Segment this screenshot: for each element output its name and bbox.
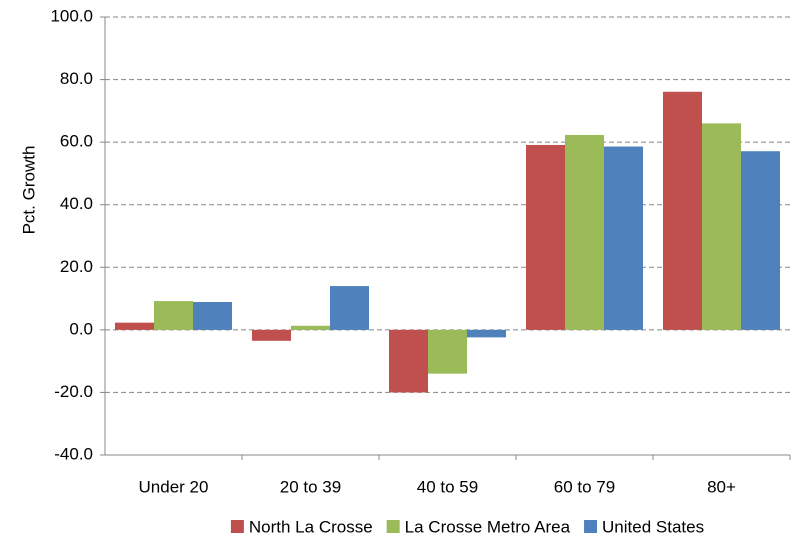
legend-swatch (230, 520, 244, 533)
y-tick-label: -40.0 (54, 444, 93, 463)
y-tick-label: 80.0 (60, 69, 93, 88)
legend-label: United States (602, 517, 704, 536)
legend-label: La Crosse Metro Area (405, 517, 571, 536)
y-tick-label: 60.0 (60, 132, 93, 151)
y-axis-label: Pct. Growth (19, 146, 38, 235)
legend-swatch (386, 520, 400, 533)
bar (154, 301, 193, 330)
bar (741, 151, 780, 330)
y-tick-label: 100.0 (50, 6, 93, 25)
bar (252, 329, 291, 341)
bar (428, 329, 467, 374)
bar (526, 144, 565, 330)
bar (291, 325, 330, 330)
bar (467, 329, 506, 338)
bar (330, 286, 369, 330)
legend-label: North La Crosse (249, 517, 373, 536)
x-tick-label: 80+ (707, 477, 736, 496)
y-tick-label: -20.0 (54, 382, 93, 401)
y-tick-label: 0.0 (69, 319, 93, 338)
legend-swatch (584, 520, 598, 533)
bar (193, 302, 232, 330)
bar (565, 134, 604, 330)
y-tick-label: 20.0 (60, 257, 93, 276)
bar (389, 329, 428, 393)
x-tick-label: 40 to 59 (417, 477, 478, 496)
x-tick-label: 20 to 39 (280, 477, 341, 496)
bar (604, 146, 643, 330)
bar (702, 123, 741, 330)
x-tick-label: 60 to 79 (554, 477, 615, 496)
y-tick-label: 40.0 (60, 194, 93, 213)
bar (663, 91, 702, 330)
bar (115, 322, 154, 330)
x-tick-label: Under 20 (139, 477, 209, 496)
